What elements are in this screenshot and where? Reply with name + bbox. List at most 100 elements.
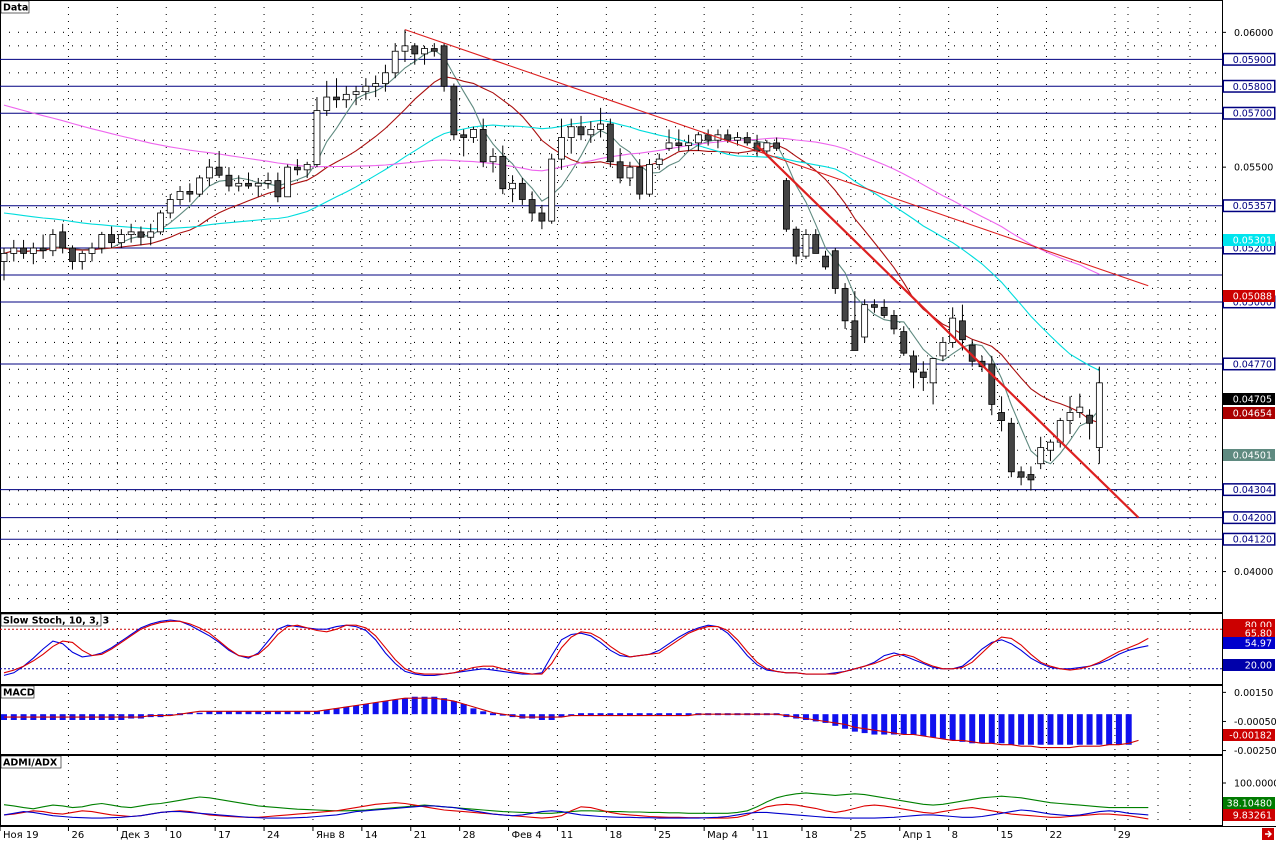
macd-bar xyxy=(206,711,213,715)
candle xyxy=(871,299,878,313)
macd-bar xyxy=(128,714,135,719)
macd-bar xyxy=(245,711,252,715)
candle xyxy=(518,177,526,205)
macd-bar xyxy=(255,711,262,715)
macd-bar xyxy=(529,714,536,719)
level-tag-8: 0.04304 xyxy=(1233,485,1272,496)
macd-bar xyxy=(617,713,624,716)
adx-tag-0-bg xyxy=(1223,797,1275,809)
macd-bar xyxy=(499,714,506,716)
macd-bar xyxy=(1106,714,1113,745)
candle xyxy=(225,167,233,192)
scroll-end-icon[interactable] xyxy=(1262,828,1274,840)
macd-bar xyxy=(920,714,927,736)
adx-tag-1-bg xyxy=(1223,809,1275,821)
candle xyxy=(949,307,957,348)
candle xyxy=(685,134,692,151)
candle xyxy=(382,64,389,92)
macd-bar xyxy=(450,701,457,715)
macd-bar xyxy=(646,713,653,716)
main-title: Data xyxy=(3,3,28,14)
stoch-tag-2: 54.97 xyxy=(1245,639,1272,650)
date-tick: 18 xyxy=(609,830,622,841)
macd-bar xyxy=(890,714,897,735)
macd-bar xyxy=(480,711,487,715)
macd-bar xyxy=(235,711,242,715)
macd-bar xyxy=(216,711,223,715)
date-tick: Дек 3 xyxy=(120,830,150,841)
candle xyxy=(900,326,908,356)
candle xyxy=(196,175,204,197)
level-tag-7: 0.04770 xyxy=(1233,359,1272,370)
date-tick: 10 xyxy=(169,830,182,841)
candle xyxy=(988,355,996,416)
candle xyxy=(694,132,702,151)
date-tick: 29 xyxy=(1118,830,1131,841)
candle xyxy=(822,250,829,270)
price-axis: 0.06000 0.05500 0.04000 0.05900 0.05800 0.057… xyxy=(1222,28,1276,822)
date-tick: 11 xyxy=(560,830,573,841)
title-adx: ADMI/ADX xyxy=(0,755,62,769)
candle xyxy=(323,80,331,116)
stoch-tag-1: 65.80 xyxy=(1245,629,1272,640)
macd-bar xyxy=(939,714,946,739)
candle xyxy=(1007,417,1015,478)
trendline-1[interactable] xyxy=(756,144,1140,519)
macd-bar xyxy=(333,708,340,715)
macd-tick-2: -0.00250 xyxy=(1234,746,1276,757)
macd-bar xyxy=(822,714,829,723)
macd-bar xyxy=(881,714,888,735)
level-tag-3: 0.05357 xyxy=(1233,201,1272,212)
trendlines[interactable] xyxy=(404,29,1149,519)
macd-bar xyxy=(842,714,849,729)
candle xyxy=(274,172,282,203)
macd-bar xyxy=(607,713,614,716)
trendline-0[interactable] xyxy=(404,29,1149,287)
candle xyxy=(245,172,252,189)
candle xyxy=(235,175,243,192)
macd-bar xyxy=(568,714,575,716)
candle xyxy=(421,45,428,65)
candle xyxy=(69,245,76,270)
macd-bar xyxy=(998,714,1005,744)
macd-bar xyxy=(900,714,907,735)
stochastic-panel xyxy=(0,614,1222,684)
candle xyxy=(1066,396,1074,435)
candle xyxy=(342,86,350,108)
date-tick: 25 xyxy=(658,830,671,841)
macd-bar xyxy=(411,696,418,715)
macd-bar xyxy=(470,708,477,715)
macd-bar xyxy=(656,713,663,716)
candle xyxy=(783,177,790,232)
adx-title: ADMI/ADX xyxy=(3,758,58,769)
candle xyxy=(499,145,507,195)
macd-bar xyxy=(1057,714,1064,745)
macd-bar xyxy=(578,713,585,716)
macd-bar xyxy=(636,713,643,716)
adx-line-2 xyxy=(3,805,1149,819)
macd-bar xyxy=(1086,714,1093,745)
macd-bar xyxy=(930,714,937,738)
candle xyxy=(333,78,340,108)
candle xyxy=(352,86,360,106)
macd-signal-line xyxy=(4,697,1139,749)
macd-bar xyxy=(959,714,966,742)
date-tick: 11 xyxy=(756,830,769,841)
candle xyxy=(264,172,272,189)
date-tick: Мар 4 xyxy=(707,830,738,841)
candle xyxy=(470,126,477,143)
stoch-tag-3-bg xyxy=(1223,659,1275,671)
horizontal-levels[interactable] xyxy=(0,58,1222,540)
candle xyxy=(636,159,644,200)
candle xyxy=(1037,436,1045,470)
candle xyxy=(176,186,184,205)
macd-bar xyxy=(225,711,232,715)
candle xyxy=(861,299,869,343)
adx-tag-1: 9.83261 xyxy=(1233,811,1272,822)
macd-bar xyxy=(802,714,809,720)
date-tick: Апр 1 xyxy=(903,830,932,841)
level-tag-0: 0.05900 xyxy=(1233,55,1272,66)
macd-bar xyxy=(274,711,281,715)
candle xyxy=(137,226,145,246)
